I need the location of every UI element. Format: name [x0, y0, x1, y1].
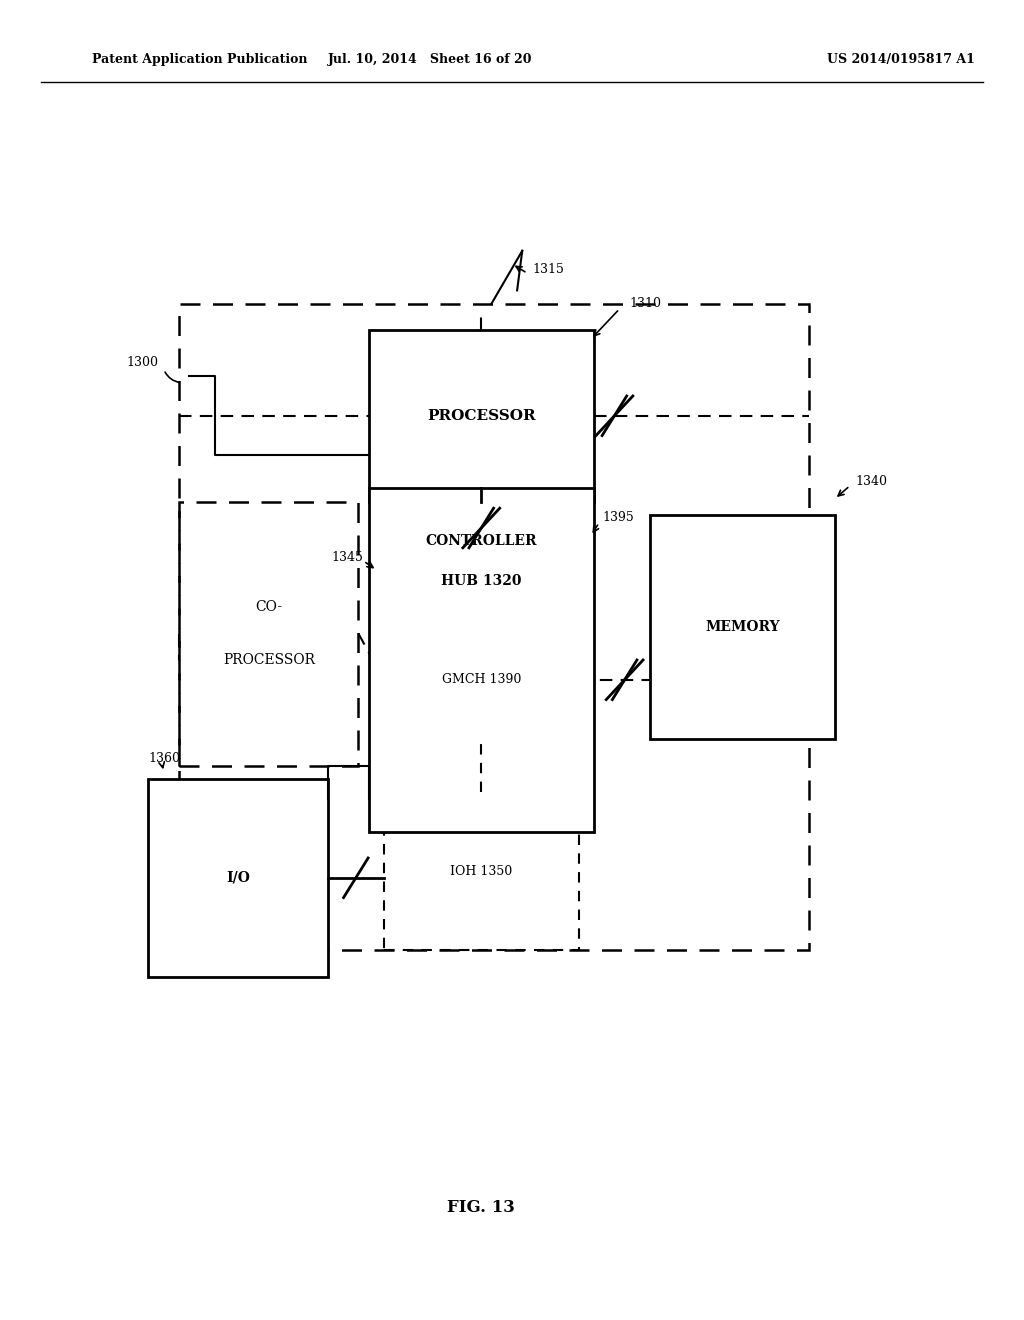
- Text: PROCESSOR: PROCESSOR: [427, 409, 536, 422]
- Bar: [369, 488, 594, 832]
- Bar: [179, 502, 358, 766]
- Text: 1340: 1340: [855, 475, 887, 488]
- Text: 1360: 1360: [148, 752, 180, 766]
- Bar: [148, 779, 328, 977]
- Bar: [650, 515, 835, 739]
- Text: HUB 1320: HUB 1320: [441, 574, 521, 587]
- Text: CONTROLLER: CONTROLLER: [426, 535, 537, 548]
- Text: US 2014/0195817 A1: US 2014/0195817 A1: [827, 53, 975, 66]
- Bar: [179, 304, 809, 950]
- Text: 1395: 1395: [602, 511, 634, 524]
- Text: GMCH 1390: GMCH 1390: [441, 673, 521, 686]
- Bar: [384, 792, 579, 950]
- Text: 1315: 1315: [532, 263, 564, 276]
- Text: 1345: 1345: [332, 550, 364, 564]
- Text: 1310: 1310: [630, 297, 662, 310]
- Text: MEMORY: MEMORY: [706, 620, 779, 634]
- Text: Patent Application Publication: Patent Application Publication: [92, 53, 307, 66]
- Text: I/O: I/O: [226, 871, 250, 884]
- Text: CO-: CO-: [255, 601, 283, 614]
- Text: Jul. 10, 2014   Sheet 16 of 20: Jul. 10, 2014 Sheet 16 of 20: [328, 53, 532, 66]
- Bar: [384, 620, 579, 739]
- Text: IOH 1350: IOH 1350: [451, 865, 512, 878]
- Text: 1300: 1300: [127, 356, 159, 370]
- Bar: [369, 330, 594, 502]
- Text: FIG. 13: FIG. 13: [447, 1200, 515, 1216]
- Text: PROCESSOR: PROCESSOR: [223, 653, 314, 667]
